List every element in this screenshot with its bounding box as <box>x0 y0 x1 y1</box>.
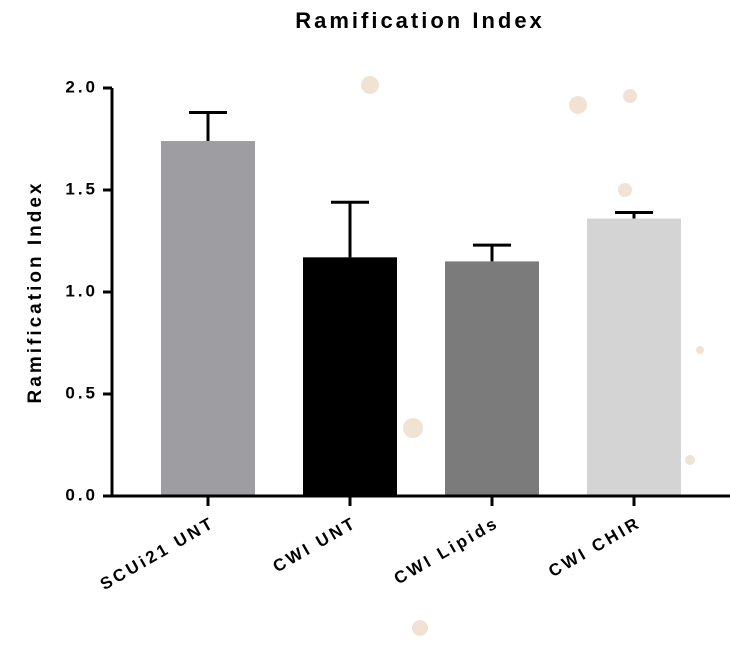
bar <box>161 141 255 496</box>
chart: Ramification Index Ramification Index 0.… <box>0 0 730 663</box>
x-tick-label: CWI CHIR <box>545 513 644 581</box>
y-tick-label: 1.0 <box>65 281 98 300</box>
chart-title: Ramification Index <box>295 8 545 33</box>
error-bar <box>473 245 511 261</box>
x-tick-label: CWI Lipids <box>391 513 503 588</box>
y-tick-label: 0.0 <box>65 485 98 504</box>
bar <box>445 261 539 496</box>
y-tick-label: 1.5 <box>65 179 98 198</box>
y-axis-label: Ramification Index <box>25 181 46 404</box>
error-bar <box>189 112 227 141</box>
error-bar <box>615 212 653 218</box>
error-bar <box>331 202 369 257</box>
bar <box>303 257 397 496</box>
x-tick-label: CWI UNT <box>270 513 361 576</box>
y-tick-label: 0.5 <box>65 383 98 402</box>
x-tick-label: SCUi21 UNT <box>97 513 218 594</box>
bar <box>587 219 681 496</box>
y-tick-label: 2.0 <box>65 77 98 96</box>
